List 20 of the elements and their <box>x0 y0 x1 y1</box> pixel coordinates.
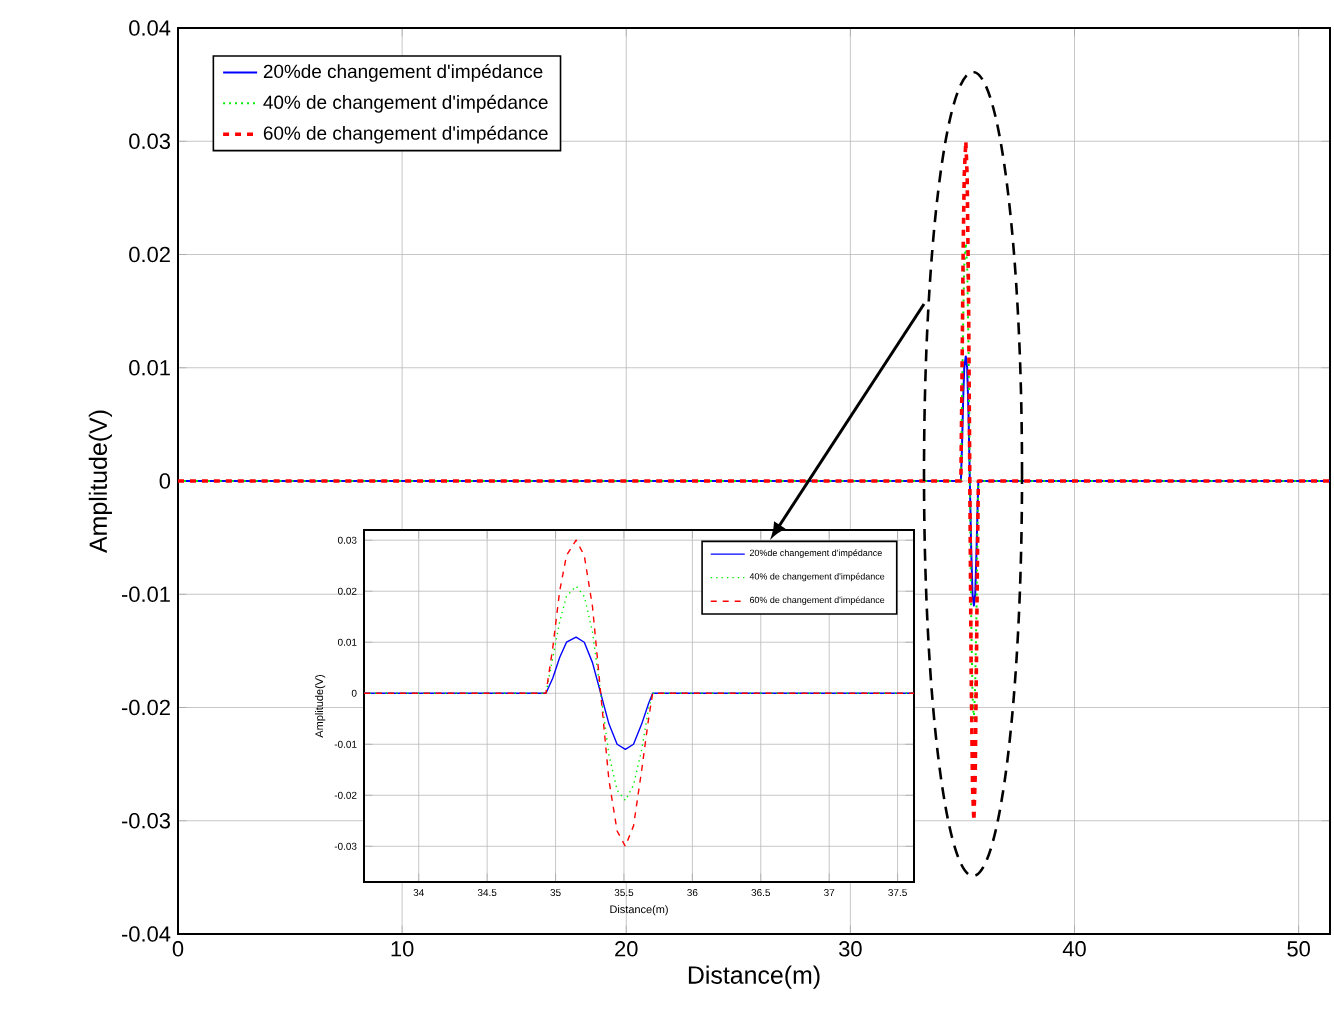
y-tick-label: 0.01 <box>129 360 170 376</box>
y-tick-label: 0 <box>159 473 171 489</box>
y-axis-title: Amplitude(V) <box>88 410 112 553</box>
x-axis-title: Distance(m) <box>688 965 820 989</box>
legend-label: 40% de changement d'impédance <box>263 94 548 113</box>
y-tick-label: 0.02 <box>129 246 170 263</box>
legend-label: 60% de changement d'impédance <box>263 125 548 144</box>
y-tick-label: -0.03 <box>121 813 170 829</box>
y-tick-label: -0.04 <box>121 926 171 942</box>
y-tick-label: -0.01 <box>121 586 170 603</box>
y-tick-label: 0.04 <box>129 20 171 36</box>
x-tick-label: 0 <box>172 941 184 957</box>
y-tick-label: 0.03 <box>129 133 170 150</box>
x-tick-label: 30 <box>839 941 862 957</box>
legend-label: 20%de changement d'impédance <box>263 63 543 82</box>
x-tick-label: 20 <box>615 941 638 957</box>
x-tick-label: 50 <box>1287 941 1310 957</box>
y-tick-label: -0.02 <box>121 699 170 716</box>
x-tick-label: 40 <box>1062 941 1086 957</box>
x-tick-label: 10 <box>391 941 414 957</box>
